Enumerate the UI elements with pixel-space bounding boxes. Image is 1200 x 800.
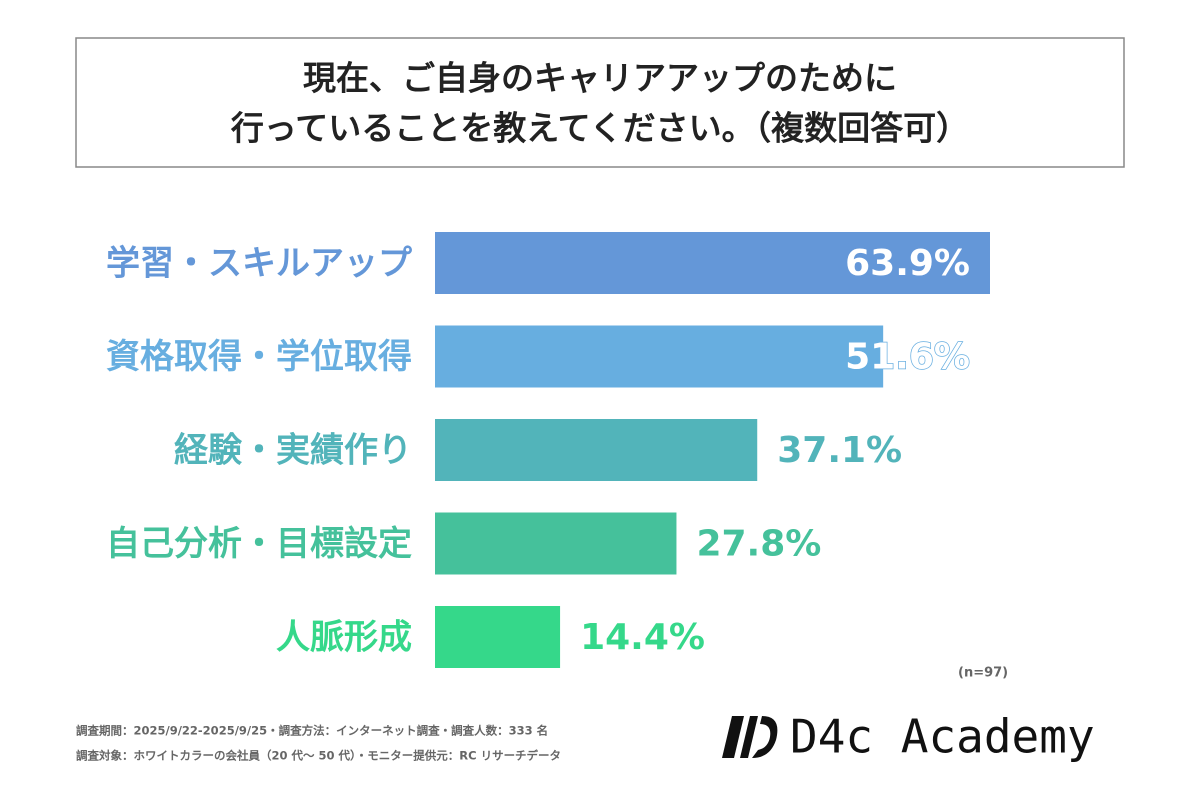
bar (435, 512, 677, 575)
brand-name: D4c Academy (790, 710, 1095, 764)
category-label: 学習・スキルアップ (106, 244, 412, 284)
footnote: 調査期間：2025/9/22-2025/9/25・調査方法：インターネット調査・… (76, 724, 548, 738)
value-label: 14.4% (580, 617, 705, 658)
value-label: 37.1% (777, 430, 902, 471)
bar (435, 606, 561, 668)
footnote: 調査対象：ホワイトカラーの会社員（20 代～ 50 代）・モニター提供元：RC … (76, 749, 561, 763)
category-label: 経験・実績作り (174, 431, 412, 471)
value-label: 51.6% (845, 337, 970, 378)
chart-title: 行っていることを教えてください。（複数回答可） (230, 109, 969, 148)
bar (435, 325, 884, 388)
category-label: 人脈形成 (276, 618, 412, 658)
category-label: 資格取得・学位取得 (106, 337, 412, 377)
title-box (75, 37, 1125, 168)
sample-note: (n=97) (958, 666, 1008, 681)
bar (435, 232, 990, 294)
value-label: 27.8% (696, 524, 821, 565)
chart-title: 現在、ご自身のキャリアアップのために (303, 59, 897, 98)
category-label: 自己分析・目標設定 (106, 524, 412, 564)
value-label: 63.9% (845, 243, 970, 284)
brand-logo (722, 716, 778, 758)
bar (435, 419, 758, 481)
